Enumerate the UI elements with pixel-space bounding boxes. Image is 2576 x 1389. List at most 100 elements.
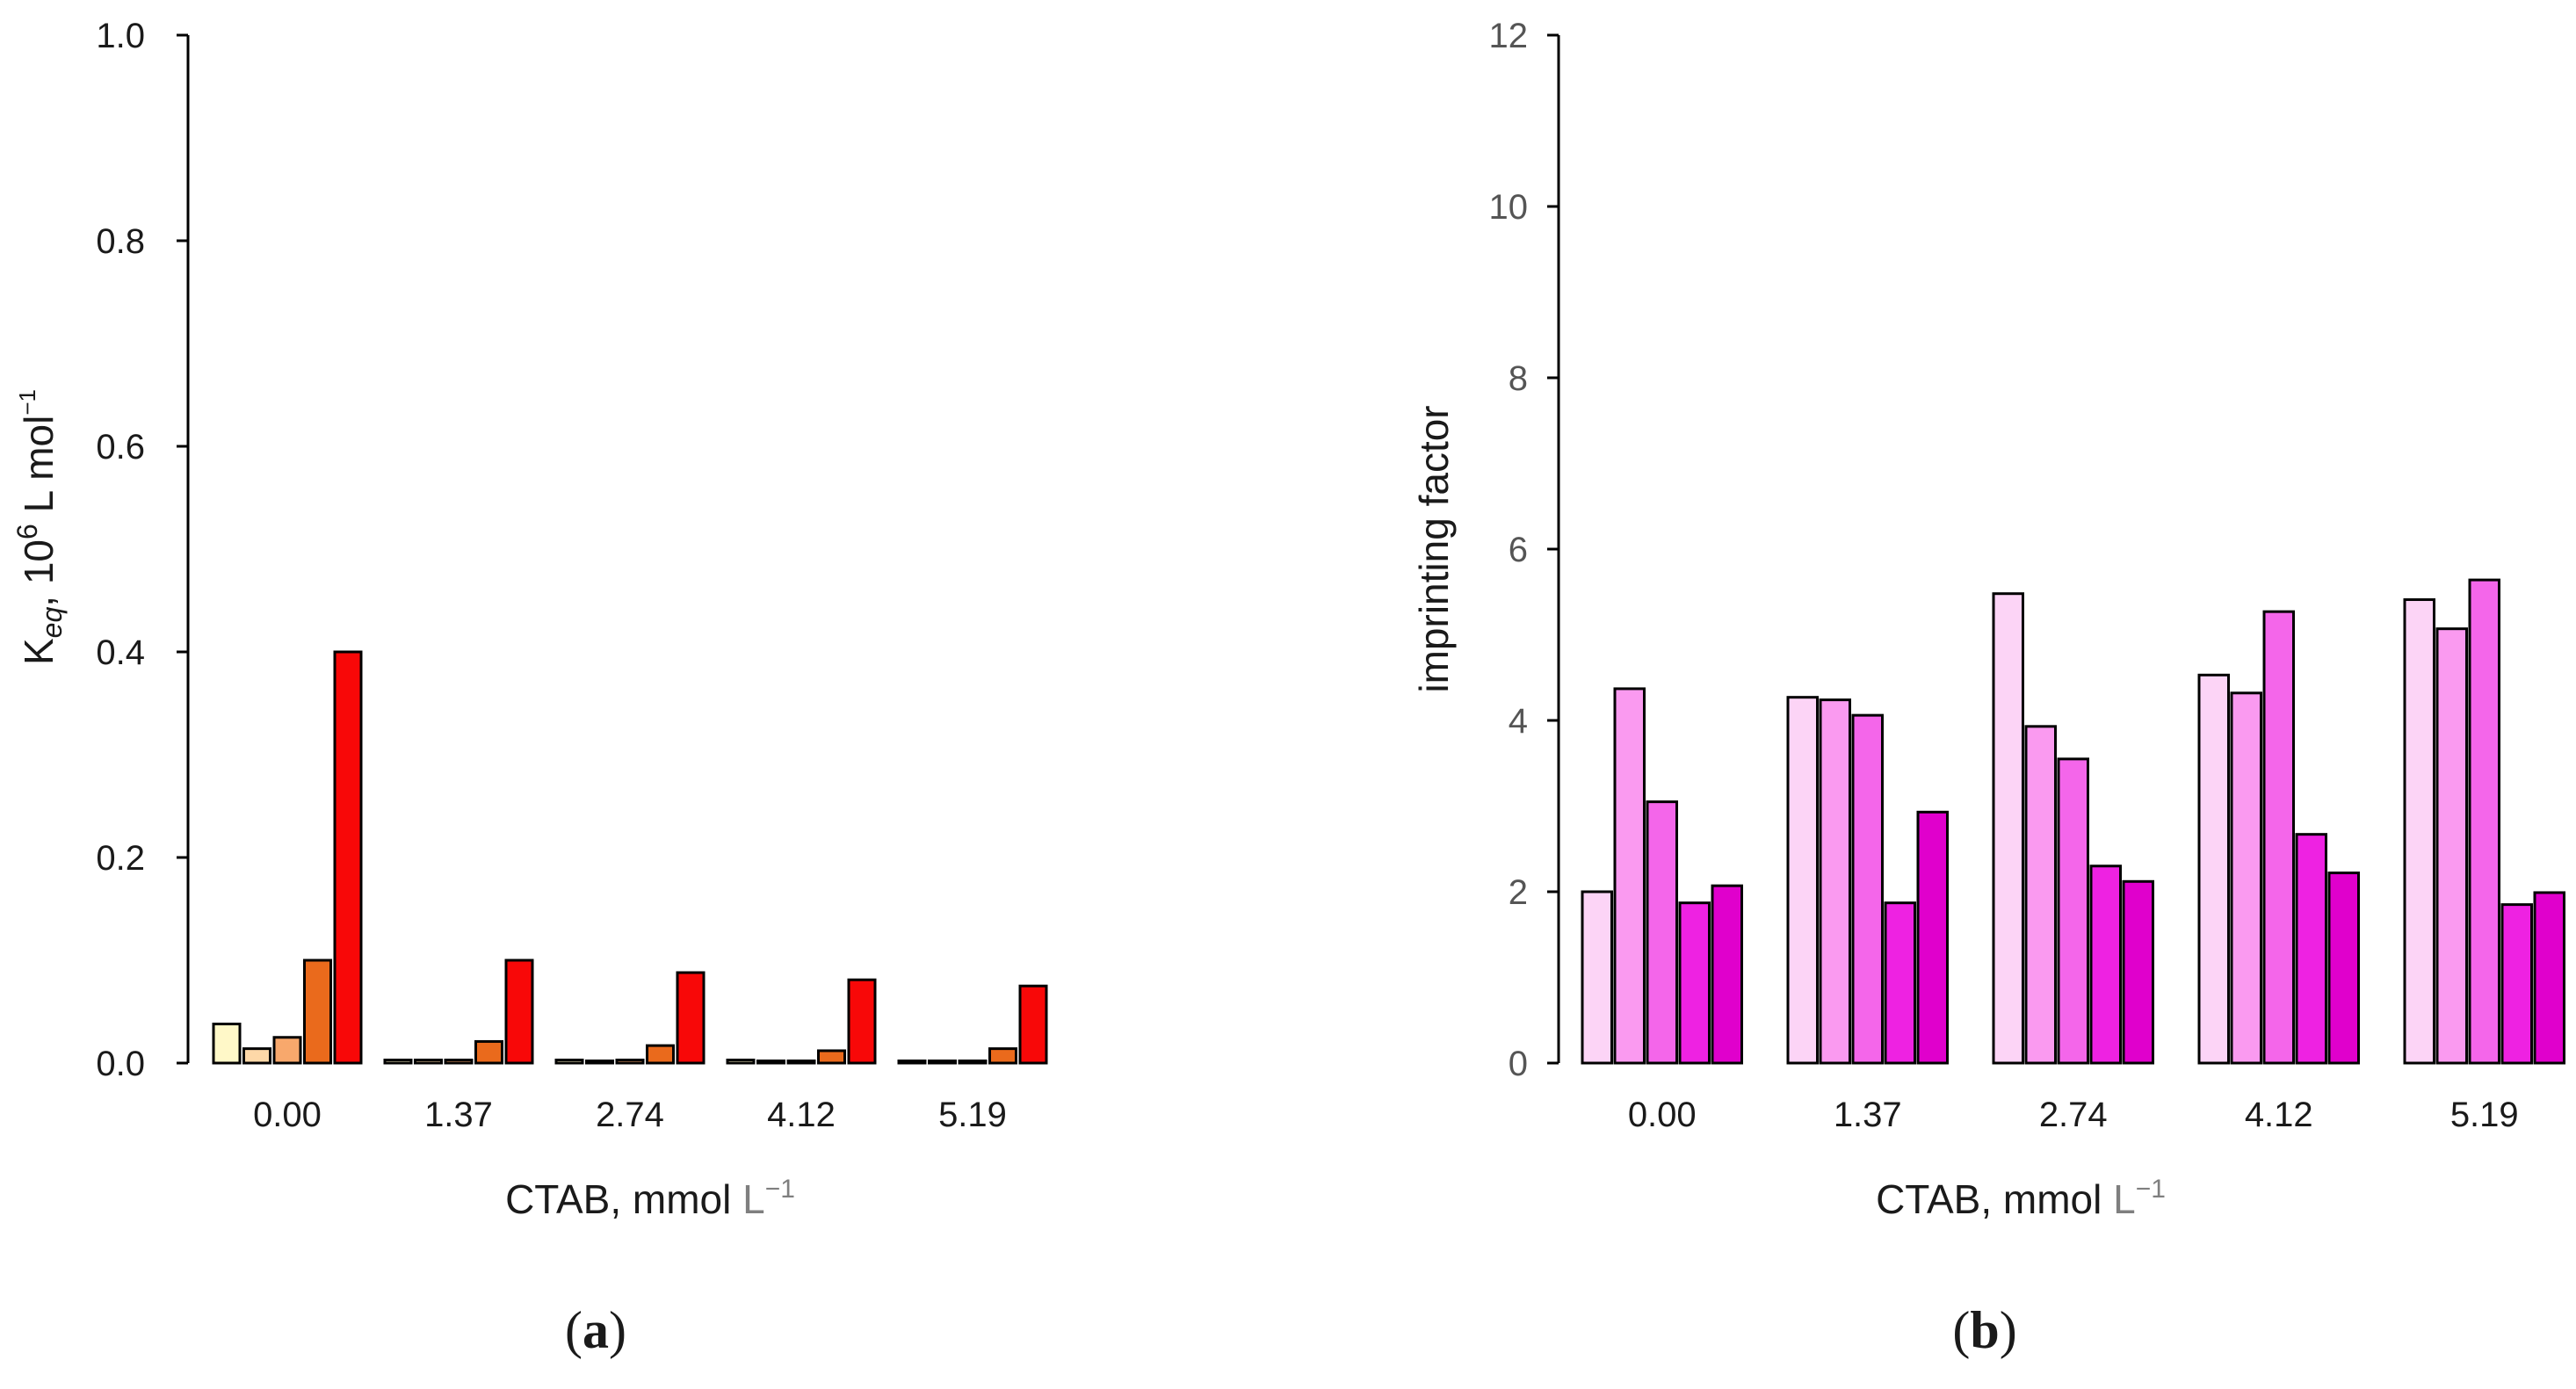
chart-b-bar [2295,833,2327,1065]
chart-a-y-tick-label: 0.6 [96,428,145,467]
chart-b-bars [1581,578,2565,1065]
chart-a-x-title-unit: L [742,1176,765,1222]
chart-a-bar [726,1058,756,1065]
chart-a-y-title-after: , 10 [16,539,62,607]
chart-b-y-tick-label: 2 [1509,873,1528,912]
chart-b-bar [1992,592,2024,1065]
chart-a-x-ticks: 0.00 1.37 2.74 4.12 5.19 [253,1096,1007,1134]
chart-b-bar [1884,901,1916,1065]
chart-b-x-axis-title: CTAB, mmol L−1 [1876,1175,2166,1222]
chart-b-bar [2057,757,2089,1065]
chart-a-y-axis-title: Keq, 106 L mol−1 [11,389,68,665]
chart-b-bar [2435,627,2468,1065]
chart-a-panel-letter: a [582,1301,609,1359]
chart-a-bar [554,1058,584,1065]
chart-a-bar [897,1060,927,1065]
chart-a-bar [444,1058,474,1065]
chart-b-bar [2327,872,2360,1065]
chart-a-bar [414,1058,443,1065]
chart-a-x-tick-label: 1.37 [424,1096,493,1134]
chart-b-bar [1581,890,1613,1065]
chart-a-bar [212,1023,242,1065]
chart-b-bar [2024,725,2057,1065]
chart-a-y-title-main: K [16,638,62,665]
chart-b-bar [2403,598,2435,1065]
chart-b-bar [2230,691,2262,1065]
chart-b-y-tick-label: 12 [1489,17,1529,55]
chart-a-bar [303,959,332,1065]
chart-a-bar [756,1060,785,1065]
chart-b-x-title-main: CTAB, mmol [1876,1176,2113,1222]
chart-a-bar [817,1049,846,1065]
chart-a-x-tick-label: 0.00 [253,1096,322,1134]
chart-b-y-tick-label: 0 [1509,1045,1528,1083]
chart-a-panel-label: (a) [565,1301,626,1359]
chart-b-bar [2468,578,2500,1065]
chart-b-panel-label: (b) [1952,1301,2016,1359]
chart-b-bar [1786,696,1819,1065]
chart-a-bar [383,1058,413,1065]
chart-a-x-title-main: CTAB, mmol [505,1176,742,1222]
chart-a-y-title-sup: 6 [11,524,43,539]
chart-a-y-title-unit: L mol [16,416,62,524]
chart-a-bar [988,1047,1017,1065]
chart-a-y-tick-label: 0.4 [96,633,145,672]
chart-a-bar [272,1036,302,1065]
chart-b-bar [2089,865,2122,1065]
chart-b-y-tick-label: 4 [1509,702,1528,741]
chart-a-y-title-sub: eq [36,607,68,639]
chart-a-bar [928,1060,957,1065]
chart-a-x-tick-label: 5.19 [938,1096,1007,1134]
chart-b-x-tick-label: 2.74 [2039,1096,2108,1134]
chart-b-bar [1819,698,1851,1065]
chart-b-y-tick-label: 10 [1489,188,1529,227]
chart-b-bar [2533,891,2565,1065]
chart-a-x-title-sup: −1 [765,1175,795,1204]
chart-a-y-title-unit-sup: −1 [14,389,40,416]
chart-b-bar [2500,903,2533,1065]
chart-a: 0.00.20.40.60.81.0 0.00 1.37 2.74 4.12 5.19 … [11,17,1048,1359]
chart-b-y-ticks: 0 2 4 6 8 10 12 [1489,17,1559,1083]
chart-a-y-tick-label: 0.0 [96,1045,145,1083]
chart-b-x-tick-label: 0.00 [1628,1096,1697,1134]
chart-a-bars [212,650,1048,1065]
chart-a-bar [333,650,363,1065]
chart-a-y-ticks: 0.0 0.2 0.4 0.6 0.8 1.0 [96,17,188,1083]
chart-b: 0 2 4 6 8 10 12 0.00 1.37 2.74 4.12 5.19 imprintin… [1411,17,2565,1359]
chart-a-bar [786,1060,816,1065]
chart-b-bar [1916,810,1949,1065]
chart-b-y-tick-label: 8 [1509,359,1528,398]
chart-b-x-tick-label: 1.37 [1834,1096,1902,1134]
chart-a-x-tick-label: 4.12 [767,1096,836,1134]
chart-a-y-tick-label: 0.2 [96,839,145,878]
chart-a-bar [504,959,534,1065]
chart-a-x-tick-label: 2.74 [596,1096,664,1134]
chart-b-bar [1646,800,1678,1065]
chart-a-bar [615,1058,645,1065]
chart-a-y-tick-label: 0.8 [96,222,145,261]
chart-a-bar [847,978,877,1065]
chart-b-bar [2262,610,2295,1065]
chart-a-bar [646,1044,675,1065]
chart-b-bar [1678,901,1711,1065]
chart-a-y-tick-label: 1.0 [96,17,145,55]
chart-b-bar [1613,687,1646,1065]
chart-b-y-axis-title: imprinting factor [1411,405,1457,692]
chart-a-bar [958,1060,988,1065]
chart-b-x-title-sup: −1 [2136,1175,2166,1204]
chart-b-bar [1711,884,1743,1065]
chart-a-bar [242,1047,271,1065]
chart-b-panel-letter: b [1970,1301,1999,1359]
chart-a-bar [474,1039,503,1065]
chart-b-bar [2122,879,2154,1065]
chart-b-x-ticks: 0.00 1.37 2.74 4.12 5.19 [1628,1096,2519,1134]
chart-b-y-tick-label: 6 [1509,531,1528,569]
chart-b-x-title-unit: L [2113,1176,2136,1222]
chart-b-x-tick-label: 4.12 [2245,1096,2313,1134]
chart-a-bar [676,971,706,1065]
chart-b-bar [2197,673,2230,1065]
chart-a-bar [585,1060,614,1065]
chart-b-x-tick-label: 5.19 [2450,1096,2519,1134]
chart-a-bar [1018,984,1048,1065]
